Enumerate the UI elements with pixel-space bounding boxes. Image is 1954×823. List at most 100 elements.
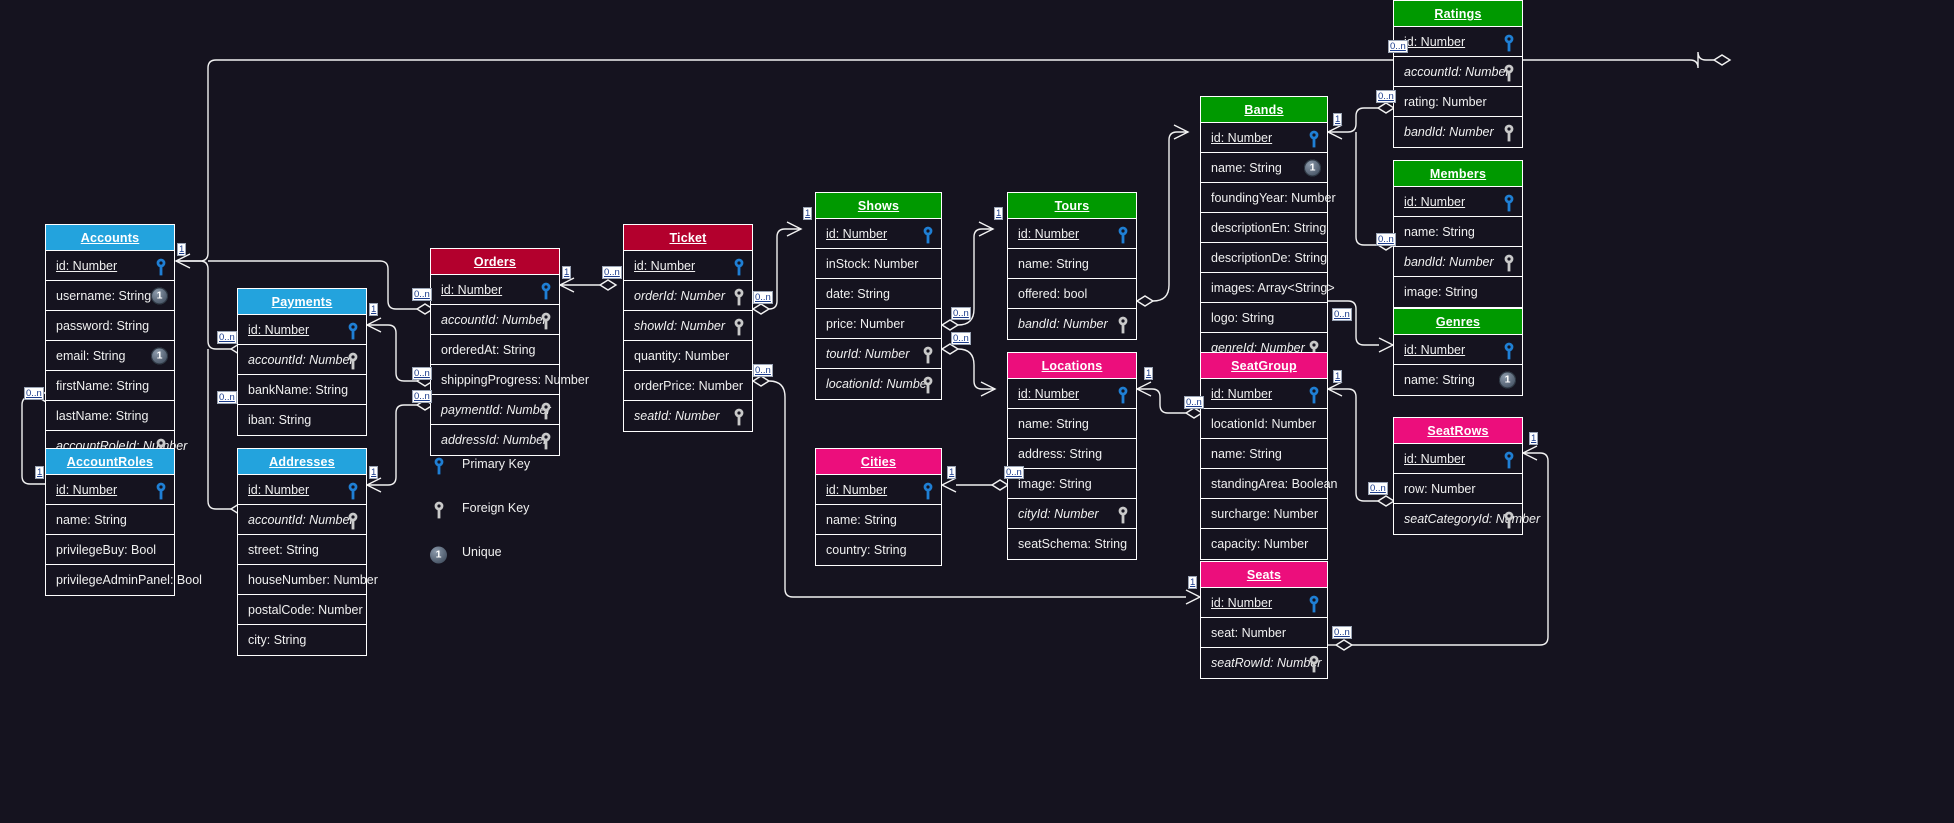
field-label: id: Number [1211,596,1273,610]
field-row: accountId: Number [431,305,559,335]
field-label: seatCategoryId: Number [1404,512,1541,526]
field-row: name: String [816,505,941,535]
field-row: username: String 1 [46,281,174,311]
field-row: orderPrice: Number [624,371,752,401]
field-label: image: String [1018,477,1092,491]
field-label: standingArea: Boolean [1211,477,1338,491]
primary-key-icon [1502,33,1516,51]
foreign-key-icon [732,317,746,335]
entity-genres[interactable]: Genres id: Number name: String 1 [1393,308,1523,396]
entity-ratings[interactable]: Ratings id: Number accountId: Number rating… [1393,0,1523,148]
cardinality-label: 0..n [1332,626,1352,639]
cardinality-label: 0..n [412,390,432,403]
field-row: bandId: Number [1008,309,1136,339]
field-label: name: String [1018,417,1089,431]
field-label: capacity: Number [1211,537,1309,551]
field-row: id: Number [238,475,366,505]
field-label: surcharge: Number [1211,507,1318,521]
field-row: country: String [816,535,941,565]
field-label: houseNumber: Number [248,573,378,587]
field-label: showId: Number [634,319,726,333]
field-label: paymentId: Number [441,403,551,417]
entity-accounts[interactable]: Accounts id: Number username: String 1 passw… [45,224,187,462]
field-row: privilegeAdminPanel: Bool [46,565,202,595]
primary-key-icon [1307,594,1321,612]
field-label: image: String [1404,285,1478,299]
field-row: image: String [1394,277,1522,307]
field-row: quantity: Number [624,341,752,371]
primary-key-icon [732,257,746,275]
cardinality-label: 0..n [951,307,971,320]
field-label: id: Number [1404,35,1466,49]
field-label: accountId: Number [248,513,354,527]
field-label: descriptionEn: String [1211,221,1327,235]
entity-header-tours: Tours [1008,193,1136,219]
field-row: id: Number [1201,123,1327,153]
foreign-key-icon [1116,505,1130,523]
field-row: row: Number [1394,474,1522,504]
entity-addresses[interactable]: Addresses id: Number accountId: Number stre… [237,448,378,656]
field-label: bandId: Number [1404,125,1494,139]
entity-shows[interactable]: Shows id: Number inStock: Number date: Stri… [815,192,942,400]
field-row: capacity: Number [1201,529,1327,559]
entity-bands[interactable]: Bands id: Number name: String 1 foundingYear… [1200,96,1336,364]
field-row: orderId: Number [624,281,752,311]
foreign-key-icon [732,287,746,305]
entity-orders[interactable]: Orders id: Number accountId: Number ordered… [430,248,589,456]
entity-ticket[interactable]: Ticket id: Number orderId: Number showId: N… [623,224,753,432]
field-label: date: String [826,287,890,301]
field-row: bandId: Number [1394,117,1522,147]
entity-cities[interactable]: Cities id: Number name: String country: Str… [815,448,942,566]
entity-header-locations: Locations [1008,353,1136,379]
field-row: lastName: String [46,401,174,431]
field-label: name: String [1211,161,1282,175]
primary-key-icon [539,281,553,299]
cardinality-label: 1 [369,466,379,479]
entity-locations[interactable]: Locations id: Number name: String address: … [1007,352,1137,560]
field-row: offered: bool [1008,279,1136,309]
field-row: id: Number [816,475,941,505]
foreign-key-icon [732,407,746,426]
entity-seats[interactable]: Seats id: Number seat: Number seatRowId: Nu… [1200,561,1328,679]
field-row: seatId: Number [624,401,752,431]
field-label: id: Number [248,323,310,337]
foreign-key-icon [346,351,360,369]
primary-key-icon [154,257,168,275]
entity-payments[interactable]: Payments id: Number accountId: Number bankN… [237,288,367,436]
entity-header-orders: Orders [431,249,559,275]
entity-header-bands: Bands [1201,97,1327,123]
cardinality-label: 1 [994,207,1004,220]
field-row: shippingProgress: Number [431,365,589,395]
field-label: quantity: Number [634,349,730,363]
field-label: foundingYear: Number [1211,191,1336,205]
cardinality-label: 0..n [1004,466,1024,479]
field-label: accountId: Number [441,313,547,327]
field-label: seatRowId: Number [1211,656,1322,670]
field-row: id: Number [46,251,174,281]
field-row: id: Number [431,275,559,305]
cardinality-label: 1 [947,466,957,479]
entity-seatrows[interactable]: SeatRows id: Number row: Number seatCategor… [1393,417,1540,535]
entity-header-seatrows: SeatRows [1394,418,1522,444]
entity-seatgroup[interactable]: SeatGroup id: Number locationId: Number nam… [1200,352,1337,560]
entity-tours[interactable]: Tours id: Number name: String offered: bool… [1007,192,1137,340]
cardinality-label: 0..n [602,266,622,279]
cardinality-label: 1 [369,303,379,316]
field-row: rating: Number [1394,87,1522,117]
field-row: seatSchema: String [1008,529,1136,559]
field-label: firstName: String [56,379,150,393]
legend-row-foreign-key: Foreign Key [430,499,630,523]
field-row: street: String [238,535,366,565]
cardinality-label: 0..n [1184,396,1204,409]
primary-key-icon [1116,385,1130,403]
entity-members[interactable]: Members id: Number name: String bandId: Num… [1393,160,1523,308]
primary-key-icon [430,457,448,477]
primary-key-icon [1307,129,1321,147]
field-row: name: String [46,505,174,535]
field-label: lastName: String [56,409,149,423]
field-label: name: String [56,513,127,527]
field-label: name: String [1211,447,1282,461]
entity-accountroles[interactable]: AccountRoles id: Number name: String privil… [45,448,202,596]
cardinality-label: 0..n [217,391,237,404]
entity-header-addresses: Addresses [238,449,366,475]
